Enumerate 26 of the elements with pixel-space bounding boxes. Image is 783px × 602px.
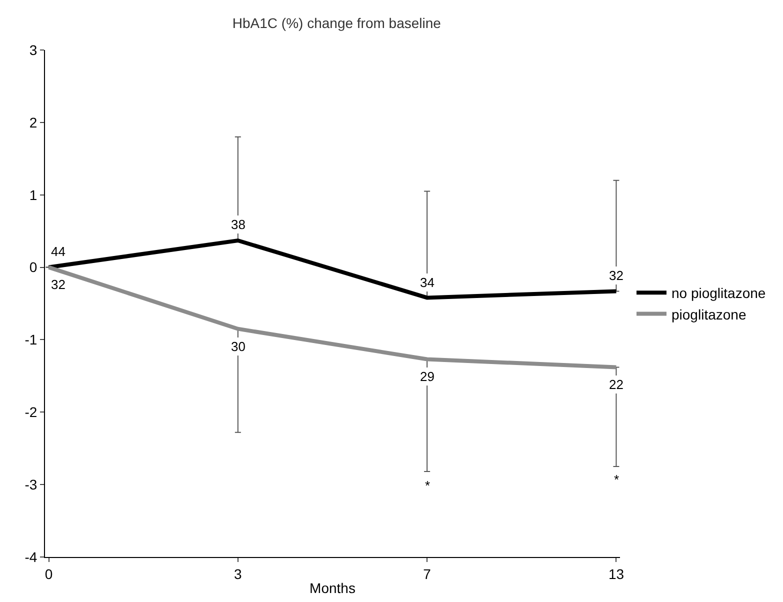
y-tick-label: -1 [24, 332, 38, 348]
y-tick-label: -4 [24, 548, 38, 565]
annotation: * [614, 472, 620, 487]
annotation: 30 [231, 339, 246, 354]
x-tick-label: 0 [44, 566, 53, 582]
x-axis-title: Months [310, 580, 356, 596]
y-tick-label: 3 [29, 42, 38, 58]
y-tick-label: -3 [24, 476, 38, 492]
chart-title: HbA1C (%) change from baseline [232, 14, 442, 31]
x-tick-label: 7 [423, 566, 432, 582]
x-tick-label: 3 [234, 566, 242, 582]
annotation: 44 [51, 244, 66, 259]
legend-label: pioglitazone [672, 306, 746, 322]
y-tick-label: 2 [29, 114, 38, 130]
y-tick-label: 1 [29, 186, 38, 203]
annotation: 38 [231, 217, 246, 232]
legend-label: no pioglitazone [672, 285, 766, 302]
annotation: 32 [51, 277, 66, 292]
annotation: * [425, 478, 430, 493]
annotation: 29 [420, 369, 434, 384]
annotation: 34 [420, 275, 434, 290]
annotation: 22 [609, 377, 624, 392]
annotation: 32 [609, 268, 624, 283]
y-tick-label: -2 [24, 404, 38, 420]
y-tick-label: 0 [29, 259, 38, 276]
x-tick-label: 13 [608, 566, 624, 582]
